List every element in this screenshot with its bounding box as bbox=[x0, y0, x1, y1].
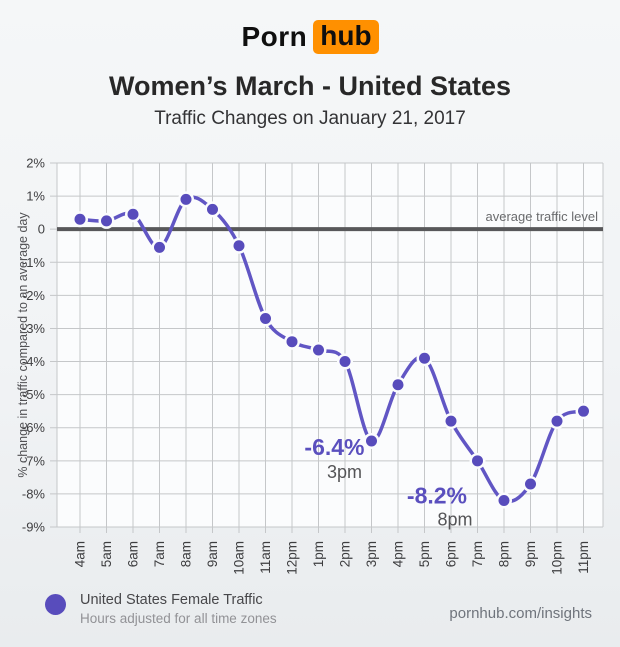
svg-text:7am: 7am bbox=[152, 541, 167, 567]
footer-link: pornhub.com/insights bbox=[449, 605, 592, 622]
svg-text:6am: 6am bbox=[126, 541, 141, 567]
svg-text:5am: 5am bbox=[99, 541, 114, 567]
logo-hub-badge: hub bbox=[313, 20, 379, 54]
svg-text:12pm: 12pm bbox=[285, 541, 300, 575]
svg-text:-4%: -4% bbox=[22, 354, 46, 369]
svg-text:3pm: 3pm bbox=[364, 541, 379, 567]
svg-text:average traffic level: average traffic level bbox=[486, 209, 599, 224]
svg-text:-3%: -3% bbox=[22, 321, 46, 336]
svg-text:-6.4%: -6.4% bbox=[304, 434, 364, 460]
svg-text:11pm: 11pm bbox=[576, 541, 591, 574]
svg-text:-5%: -5% bbox=[22, 387, 46, 402]
legend-sublabel: Hours adjusted for all time zones bbox=[80, 611, 277, 626]
svg-text:10pm: 10pm bbox=[550, 541, 565, 575]
chart-area: 2% 1% 0 -1% -2% -3% -4% -5% -6% -7% -8% -9% 4am 5am 6a… bbox=[0, 145, 620, 605]
svg-text:6pm: 6pm bbox=[444, 541, 459, 567]
svg-text:-8.2%: -8.2% bbox=[407, 483, 467, 509]
svg-text:9am: 9am bbox=[205, 541, 220, 567]
svg-text:9pm: 9pm bbox=[523, 541, 538, 567]
page-title: Women’s March - United States bbox=[108, 71, 512, 101]
svg-text:-1%: -1% bbox=[22, 255, 46, 270]
svg-text:-7%: -7% bbox=[22, 453, 46, 468]
traffic-line-chart: 2% 1% 0 -1% -2% -3% -4% -5% -6% -7% -8% -9% 4am 5am 6a… bbox=[16, 156, 604, 575]
legend: United States Female Traffic Hours adjus… bbox=[45, 591, 277, 628]
svg-text:-6%: -6% bbox=[22, 420, 46, 435]
svg-text:2%: 2% bbox=[26, 156, 45, 171]
svg-text:2pm: 2pm bbox=[338, 541, 353, 567]
page-subtitle: Traffic Changes on January 21, 2017 bbox=[154, 108, 466, 129]
svg-text:4pm: 4pm bbox=[391, 541, 406, 567]
svg-text:1%: 1% bbox=[26, 189, 45, 204]
svg-text:3pm: 3pm bbox=[327, 462, 362, 482]
svg-text:8am: 8am bbox=[179, 541, 194, 567]
svg-text:8pm: 8pm bbox=[437, 510, 472, 530]
svg-text:% change in traffic compared t: % change in traffic compared to an avera… bbox=[16, 212, 30, 478]
svg-text:5pm: 5pm bbox=[417, 541, 432, 567]
svg-text:-8%: -8% bbox=[22, 486, 46, 501]
svg-text:8pm: 8pm bbox=[497, 541, 512, 567]
svg-text:10am: 10am bbox=[232, 541, 247, 575]
svg-text:-9%: -9% bbox=[22, 520, 46, 535]
svg-text:0: 0 bbox=[38, 222, 45, 237]
logo-text-porn: Porn bbox=[241, 21, 308, 52]
svg-text:1pm: 1pm bbox=[311, 541, 326, 567]
legend-marker-icon bbox=[45, 594, 66, 615]
svg-text:11am: 11am bbox=[258, 541, 273, 574]
legend-label: United States Female Traffic bbox=[80, 592, 263, 608]
svg-text:-2%: -2% bbox=[22, 288, 46, 303]
svg-text:7pm: 7pm bbox=[470, 541, 485, 567]
pornhub-logo: Porn hub bbox=[0, 20, 620, 54]
svg-text:4am: 4am bbox=[73, 541, 88, 567]
